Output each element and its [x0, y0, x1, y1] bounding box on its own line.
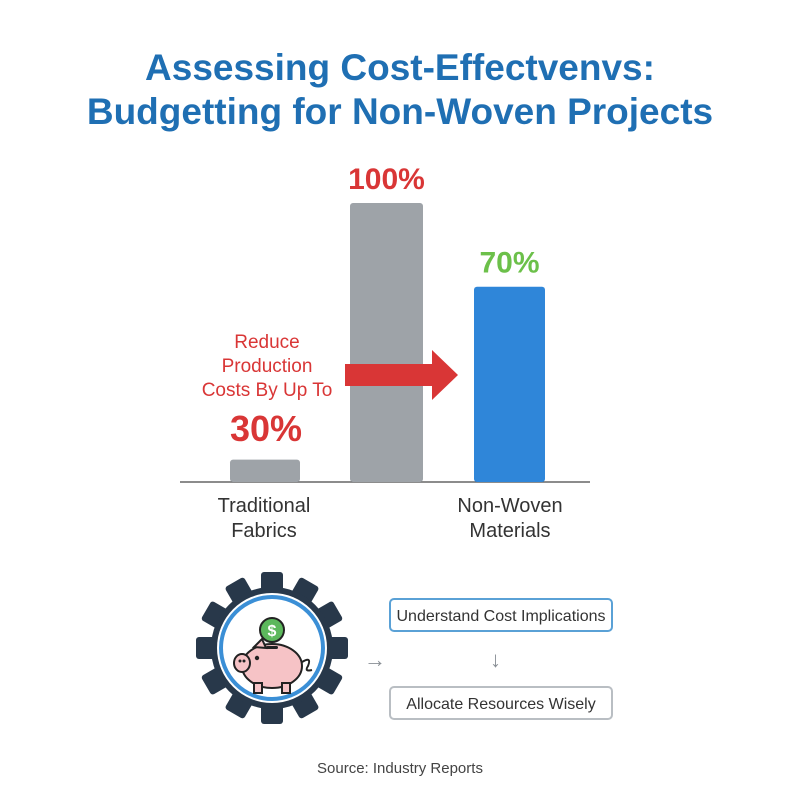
- category-label-nonwoven-1: Non-Woven: [457, 495, 563, 517]
- down-arrow-icon: ↓: [490, 647, 501, 672]
- step-allocate-resources: Allocate Resources Wisely: [389, 686, 613, 720]
- step-understand-cost: Understand Cost Implications: [389, 598, 613, 632]
- category-label-nonwoven-2: Materials: [469, 520, 551, 542]
- bar-0: [230, 459, 300, 482]
- category-label-traditional-2: Fabrics: [231, 520, 297, 542]
- gear-piggy-bank-icon: $: [196, 572, 348, 724]
- svg-text:$: $: [268, 623, 277, 640]
- source-note: Source: Industry Reports: [317, 760, 483, 777]
- annotation-value: 30%: [229, 408, 303, 449]
- bar-1: [350, 203, 423, 482]
- annotation-line-3: Costs By Up To: [201, 380, 333, 401]
- annotation-line-2: Production: [221, 356, 313, 377]
- title-line-1: Assessing Cost-Effectvenvs:: [145, 47, 655, 88]
- bar-2: [474, 286, 545, 482]
- annotation-line-1: Reduce: [234, 332, 300, 353]
- reduction-arrow: [345, 350, 458, 400]
- right-arrow-icon: →: [364, 647, 386, 672]
- bar-value-label-1: 100%: [348, 163, 425, 196]
- bar-value-label-2: 70%: [479, 247, 539, 280]
- title-line-2: Budgetting for Non-Woven Projects: [86, 91, 714, 132]
- category-label-traditional-1: Traditional: [217, 495, 311, 517]
